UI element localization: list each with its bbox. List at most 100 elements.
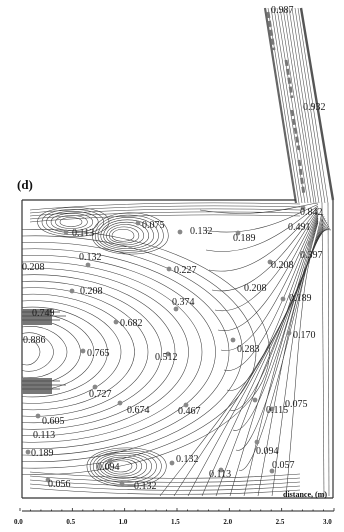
contour-label: 0.397 — [300, 250, 323, 261]
contour-line — [21, 268, 189, 436]
contour-line — [21, 338, 41, 366]
contour-line — [50, 213, 94, 231]
contour-label-marker — [252, 397, 258, 403]
contour-label: 0.842 — [300, 207, 323, 218]
contour-label: 0.674 — [127, 405, 150, 416]
contour-line — [29, 483, 301, 491]
contour-lines — [21, 202, 332, 497]
chamber-boundary — [21, 199, 334, 499]
contour-line — [105, 458, 138, 475]
contour-label: 0.605 — [42, 416, 65, 427]
contour-label: 0.113 — [33, 430, 55, 441]
contour-line — [21, 242, 243, 462]
contour-label-marker — [183, 402, 189, 408]
contour-line — [59, 217, 83, 227]
contour-line — [37, 207, 110, 237]
contour-line — [235, 220, 319, 451]
contour-label-marker — [85, 262, 91, 268]
contour-line — [21, 280, 162, 424]
contour-label: 0.189 — [289, 293, 312, 304]
contour-line — [29, 211, 301, 220]
contour-label: 0.113 — [72, 228, 94, 239]
contour-line — [229, 217, 319, 411]
contour-label: 0.056 — [48, 479, 71, 490]
contour-line — [29, 208, 301, 217]
contour-line — [21, 248, 230, 456]
contour-line — [29, 471, 301, 479]
contour-line — [21, 261, 203, 443]
contour-line — [99, 455, 147, 479]
contour-line — [29, 202, 301, 211]
contour-label-marker — [254, 439, 260, 445]
contour-line — [29, 479, 301, 487]
contour-line — [29, 214, 301, 223]
x-axis: 0.0 0.5 1.0 1.5 2.0 2.5 3.0 — [14, 508, 335, 526]
panel-label: (d) — [17, 177, 33, 192]
contour-label: 0.132 — [176, 454, 199, 465]
contour-line — [86, 447, 167, 487]
contour-label: 0.727 — [89, 389, 112, 400]
contour-line — [103, 221, 149, 247]
x-tick-label: 1.5 — [171, 518, 180, 526]
contour-label: 0.749 — [32, 308, 55, 319]
contour-line — [41, 209, 104, 235]
contour-label-marker — [173, 306, 179, 312]
contour-label: 0.682 — [120, 318, 143, 329]
contour-line — [106, 224, 145, 246]
contour-label-marker — [267, 259, 273, 265]
contour-label-marker — [92, 384, 98, 390]
contour-line — [21, 229, 270, 475]
contour-line — [100, 219, 154, 249]
contour-label-marker — [280, 296, 286, 302]
x-tick-label: 2.5 — [276, 518, 285, 526]
contour-label-marker — [235, 230, 241, 236]
contour-line — [21, 287, 149, 417]
contour-label-marker — [69, 288, 75, 294]
contour-label: 0.491 — [288, 222, 311, 233]
contour-label: 0.189 — [233, 233, 256, 244]
contour-label: 0.132 — [190, 226, 213, 237]
contour-label-marker — [269, 468, 275, 474]
contour-label-marker — [135, 220, 141, 226]
contour-label: 0.057 — [272, 460, 295, 471]
contour-line — [285, 229, 332, 497]
contour-label: 0.075 — [285, 399, 308, 410]
contour-line — [321, 202, 325, 497]
contour-label: 0.208 — [22, 262, 45, 273]
contour-line — [89, 449, 162, 485]
contour-line — [94, 214, 164, 253]
contour-line — [29, 205, 301, 214]
contour-label: 0.075 — [142, 220, 165, 231]
contour-label-marker — [300, 205, 306, 211]
contour-line — [257, 225, 330, 497]
contour-label: 0.094 — [256, 446, 279, 457]
contour-line — [238, 222, 319, 471]
contour-label-marker — [165, 351, 171, 357]
contour-label: 0.170 — [293, 330, 316, 341]
inlet-jets — [22, 309, 66, 394]
contour-label-marker — [63, 229, 69, 235]
contour-label: 0.132 — [79, 252, 102, 263]
contour-line — [108, 226, 140, 244]
contour-label: 0.374 — [172, 297, 195, 308]
contour-line — [29, 487, 301, 495]
contour-label: 0.932 — [303, 102, 326, 113]
x-tick-label: 2.0 — [223, 518, 232, 526]
contour-line — [271, 227, 331, 497]
contour-line — [92, 212, 169, 255]
contour-line — [327, 202, 330, 497]
contour-label: 0.094 — [97, 462, 120, 473]
contour-line — [21, 235, 257, 469]
contour-line — [21, 326, 68, 378]
contour-line — [223, 214, 319, 371]
contour-line — [21, 319, 81, 385]
contour-label: 0.283 — [237, 344, 260, 355]
contour-label-marker — [107, 458, 113, 464]
contour-line — [46, 211, 99, 233]
contour-line — [199, 202, 319, 214]
contour-line — [217, 211, 319, 331]
contour-label: 0.227 — [174, 265, 197, 276]
contour-label-marker — [119, 481, 125, 487]
contour-label-marker — [269, 406, 275, 412]
